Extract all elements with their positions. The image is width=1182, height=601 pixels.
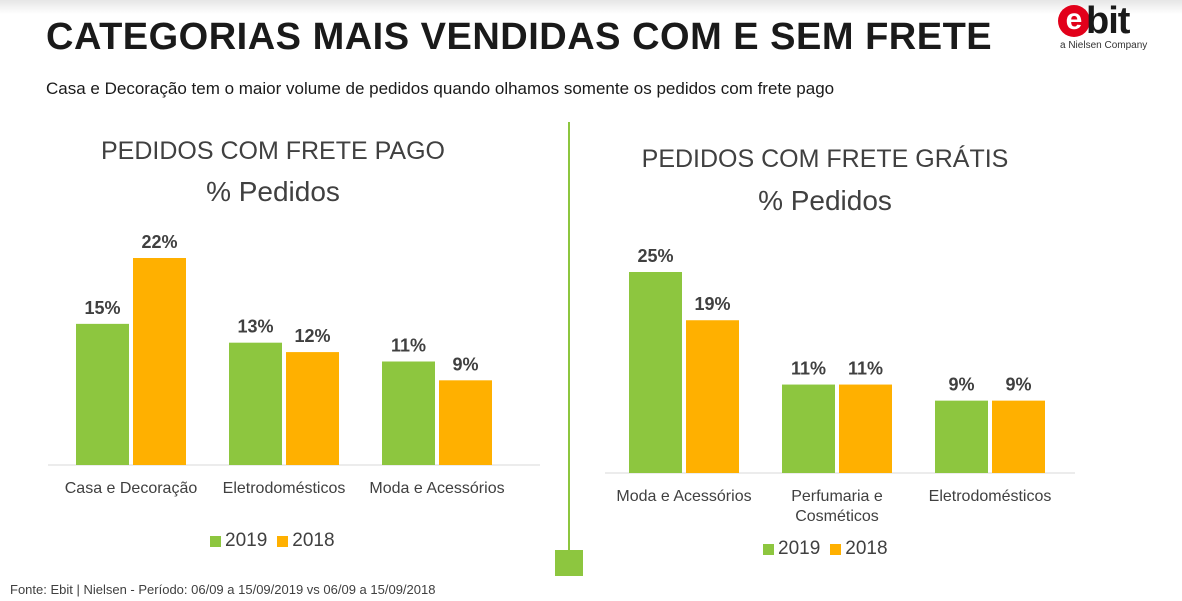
chart-right: 25% 19% Moda e Acessórios 11% 11% Perfumaria … — [605, 246, 1075, 525]
chart-left: 15% 22% Casa e Decoração 13% 12% Eletrodomést… — [48, 232, 540, 497]
legend-item-2018: 2018 — [830, 538, 888, 560]
page-subtitle: Casa e Decoração tem o maior volume de p… — [46, 79, 835, 98]
data-label-2019-3: 11% — [391, 336, 426, 356]
category-label-3: Moda e Acessórios — [369, 480, 504, 497]
bar-2019-2 — [782, 384, 835, 473]
bar-2018-1 — [133, 258, 186, 465]
category-label-2: Eletrodomésticos — [223, 480, 346, 497]
source-footer: Fonte: Ebit | Nielsen - Período: 06/09 a… — [10, 582, 436, 597]
data-label-2018-3: 9% — [452, 354, 478, 374]
bar-2018-1 — [686, 320, 739, 473]
data-label-2018-2: 12% — [294, 326, 330, 346]
legend-swatch-2018 — [277, 535, 289, 547]
category-label-line: Moda e Acessórios — [369, 480, 504, 497]
category-label-line: Moda e Acessórios — [616, 488, 751, 505]
chart-right-legend: 2019 2018 — [763, 538, 898, 560]
category-label-3: Eletrodomésticos — [929, 488, 1052, 505]
data-label-2018-1: 22% — [141, 232, 177, 252]
logo-e-mark: e — [1058, 5, 1090, 37]
bar-2018-2 — [286, 352, 339, 465]
bar-2019-3 — [935, 400, 988, 473]
category-label-2: Perfumaria e Cosméticos — [791, 488, 883, 525]
category-label-line: Perfumaria e — [791, 488, 883, 505]
data-label-2018-3: 9% — [1005, 375, 1031, 395]
legend-label-2019: 2019 — [225, 530, 268, 551]
legend-swatch-2018 — [830, 543, 842, 555]
category-label-line: Casa e Decoração — [65, 480, 198, 497]
legend-item-2019: 2019 — [210, 530, 267, 552]
bar-2019-2 — [229, 342, 282, 465]
chart-left-subtitle: % Pedidos — [206, 176, 340, 207]
legend-label-2018: 2018 — [845, 538, 888, 559]
top-band — [0, 0, 1182, 14]
legend-item-2019: 2019 — [763, 538, 820, 560]
center-divider — [568, 122, 570, 552]
legend-item-2018: 2018 — [277, 530, 335, 552]
ebit-logo: e bit a Nielsen Company — [1058, 0, 1168, 54]
divider-box — [555, 550, 583, 576]
data-label-2019-3: 9% — [948, 375, 974, 395]
data-label-2019-2: 11% — [791, 359, 826, 379]
legend-swatch-2019 — [763, 543, 774, 555]
chart-right-subtitle: % Pedidos — [758, 185, 892, 216]
chart-right-title: PEDIDOS COM FRETE GRÁTIS — [641, 145, 1009, 173]
data-label-2019-2: 13% — [237, 317, 273, 337]
bar-2019-3 — [382, 361, 435, 465]
bar-2018-3 — [439, 380, 492, 465]
legend-label-2018: 2018 — [292, 530, 335, 551]
category-label-line: Eletrodomésticos — [929, 488, 1052, 505]
category-label-line: Eletrodomésticos — [223, 480, 346, 497]
bar-2019-1 — [76, 323, 129, 465]
chart-left-legend: 2019 2018 — [210, 530, 345, 552]
category-label-line: Cosméticos — [795, 508, 879, 525]
data-label-2018-1: 19% — [694, 294, 730, 314]
legend-swatch-2019 — [210, 535, 221, 547]
legend-label-2019: 2019 — [778, 538, 821, 559]
page-title: CATEGORIAS MAIS VENDIDAS COM E SEM FRETE — [46, 16, 993, 58]
data-label-2019-1: 15% — [84, 298, 120, 318]
data-label-2018-2: 11% — [848, 359, 883, 379]
category-label-1: Casa e Decoração — [65, 480, 198, 497]
data-label-2019-1: 25% — [637, 246, 673, 266]
logo-wordmark: bit — [1086, 0, 1130, 42]
bar-2018-2 — [839, 384, 892, 473]
bar-2018-3 — [992, 400, 1045, 473]
category-label-1: Moda e Acessórios — [616, 488, 751, 505]
bar-2019-1 — [629, 272, 682, 473]
chart-left-title: PEDIDOS COM FRETE PAGO — [100, 137, 446, 165]
logo-tagline: a Nielsen Company — [1060, 40, 1148, 51]
